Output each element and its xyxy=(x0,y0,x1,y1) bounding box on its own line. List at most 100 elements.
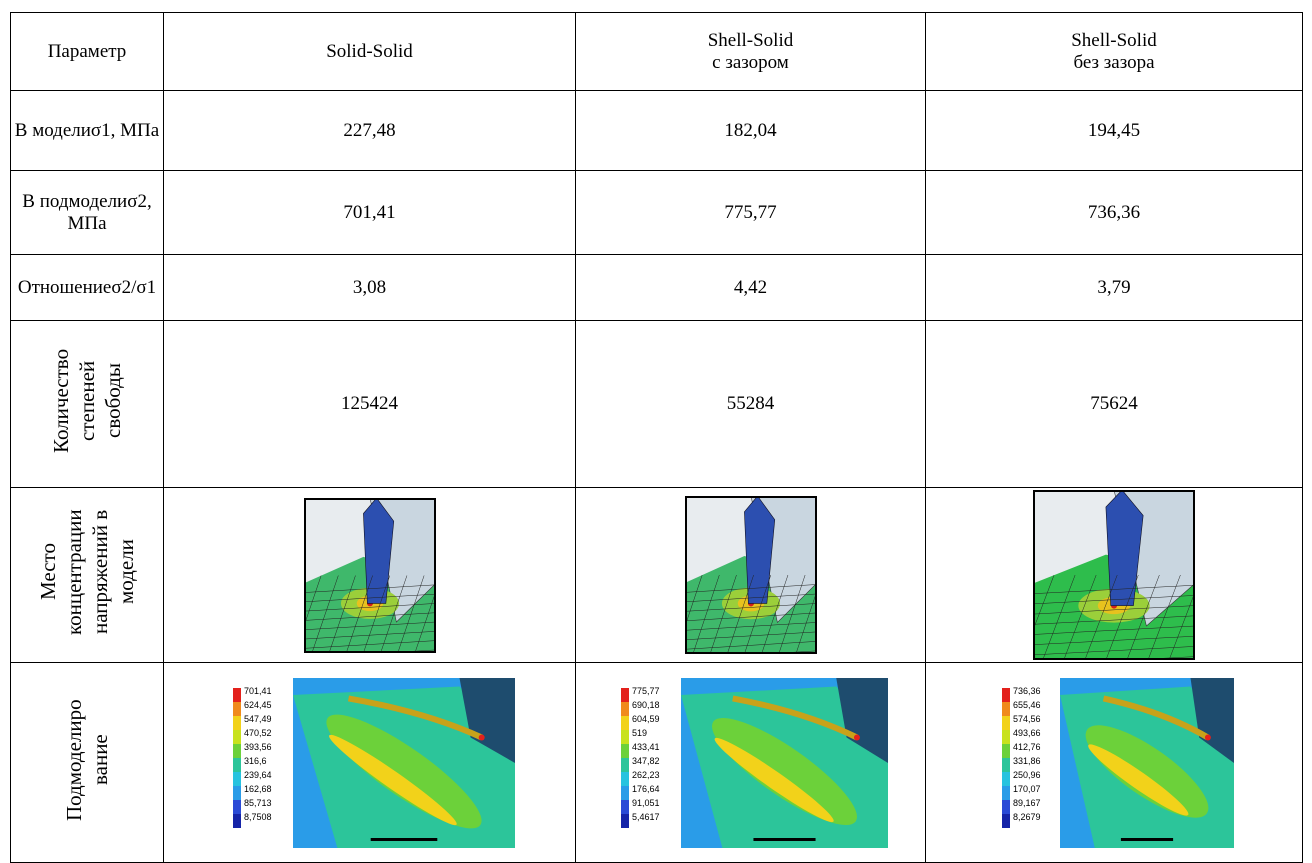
shape xyxy=(1002,800,1010,814)
image-cell xyxy=(926,488,1303,663)
legend-label: 250,96 xyxy=(1013,770,1041,780)
shape xyxy=(1002,786,1010,800)
shape xyxy=(621,688,629,702)
image-cell xyxy=(164,488,576,663)
row-label: Отношениеσ2/σ1 xyxy=(11,255,164,321)
header-text: с зазором xyxy=(580,52,921,74)
shape xyxy=(753,838,815,841)
row-label-text: Количество степеней свободы xyxy=(48,321,126,481)
shape xyxy=(233,814,241,828)
legend-label: 91,051 xyxy=(632,798,660,808)
legend-label: 604,59 xyxy=(632,714,660,724)
cell: 3,08 xyxy=(164,255,576,321)
legend-label: 493,66 xyxy=(1013,728,1041,738)
shape xyxy=(1002,688,1010,702)
header-text: Shell-Solid xyxy=(930,30,1298,52)
legend: 701,41624,45547,49470,52393,56316,6239,6… xyxy=(233,686,272,828)
shape xyxy=(1002,772,1010,786)
legend-label: 347,82 xyxy=(632,756,660,766)
cell: 194,45 xyxy=(926,91,1303,171)
legend-label: 412,76 xyxy=(1013,742,1041,752)
cell: 3,79 xyxy=(926,255,1303,321)
shape xyxy=(233,758,241,772)
cell: 227,48 xyxy=(164,91,576,171)
cell: 182,04 xyxy=(576,91,926,171)
legend-label: 316,6 xyxy=(244,756,267,766)
cell: 4,42 xyxy=(576,255,926,321)
row-label: В подмоделиσ2, МПа xyxy=(11,171,164,255)
header-text: Параметр xyxy=(15,41,159,63)
shape xyxy=(370,838,437,841)
shape xyxy=(621,744,629,758)
model-image xyxy=(685,496,817,654)
header-cell: Shell-Solidс зазором xyxy=(576,13,926,91)
shape xyxy=(233,716,241,730)
legend: 736,36 655,46 574,56 493,66 412,76 331,86 250,… xyxy=(1002,686,1041,828)
row-label-text: Подмоделиро вание xyxy=(61,680,113,840)
legend-label: 8,7508 xyxy=(244,812,272,822)
shape xyxy=(621,772,629,786)
shape xyxy=(233,688,241,702)
cell: 736,36 xyxy=(926,171,1303,255)
shape xyxy=(621,800,629,814)
legend-label: 775,77 xyxy=(632,686,660,696)
shape xyxy=(233,786,241,800)
submodel-image: 736,36 655,46 574,56 493,66 412,76 331,86 250,… xyxy=(994,678,1234,848)
shape xyxy=(621,702,629,716)
legend-label: 331,86 xyxy=(1013,756,1041,766)
cell: 55284 xyxy=(576,321,926,488)
legend: 775,77 690,18 604,59 519 433,41 347,82 262,23 1… xyxy=(621,686,660,828)
legend-label: 162,68 xyxy=(244,784,272,794)
image-cell xyxy=(576,488,926,663)
image-cell: 701,41624,45547,49470,52393,56316,6239,6… xyxy=(164,663,576,863)
image-cell: 736,36 655,46 574,56 493,66 412,76 331,86 250,… xyxy=(926,663,1303,863)
shape xyxy=(233,702,241,716)
legend-label: 655,46 xyxy=(1013,700,1041,710)
legend-label: 470,52 xyxy=(244,728,272,738)
legend-label: 8,2679 xyxy=(1013,812,1041,822)
shape xyxy=(1002,744,1010,758)
submodel-image: 775,77 690,18 604,59 519 433,41 347,82 262,23 1… xyxy=(613,678,888,848)
shape xyxy=(233,744,241,758)
shape xyxy=(233,800,241,814)
shape xyxy=(1002,730,1010,744)
shape xyxy=(1002,814,1010,828)
row-label: Место концентрации напряжений в модели xyxy=(11,488,164,663)
cell: 701,41 xyxy=(164,171,576,255)
shape xyxy=(621,716,629,730)
shape xyxy=(1002,758,1010,772)
legend-label: 624,45 xyxy=(244,700,272,710)
header-text: Shell-Solid xyxy=(580,30,921,52)
header-text: Solid-Solid xyxy=(168,41,571,63)
row: В подмоделиσ2, МПа701,41775,77736,36 xyxy=(11,171,1303,255)
shape xyxy=(1002,716,1010,730)
cell: 75624 xyxy=(926,321,1303,488)
legend-label: 176,64 xyxy=(632,784,660,794)
image-cell: 775,77 690,18 604,59 519 433,41 347,82 262,23 1… xyxy=(576,663,926,863)
shape xyxy=(621,730,629,744)
shape xyxy=(621,814,629,828)
image-row: Место концентрации напряжений в модели xyxy=(11,488,1303,663)
row-label-text: Место концентрации напряжений в модели xyxy=(35,492,139,652)
legend-label: 690,18 xyxy=(632,700,660,710)
legend-label: 574,56 xyxy=(1013,714,1041,724)
model-image xyxy=(304,498,436,653)
legend-label: 519 xyxy=(632,728,647,738)
shape xyxy=(854,734,860,740)
shape xyxy=(1121,838,1173,841)
legend-label: 736,36 xyxy=(1013,686,1041,696)
legend-label: 393,56 xyxy=(244,742,272,752)
shape xyxy=(233,730,241,744)
row-label: В моделиσ1, МПа xyxy=(11,91,164,171)
legend-label: 262,23 xyxy=(632,770,660,780)
legend-label: 433,41 xyxy=(632,742,660,752)
shape xyxy=(1002,702,1010,716)
legend-label: 701,41 xyxy=(244,686,272,696)
